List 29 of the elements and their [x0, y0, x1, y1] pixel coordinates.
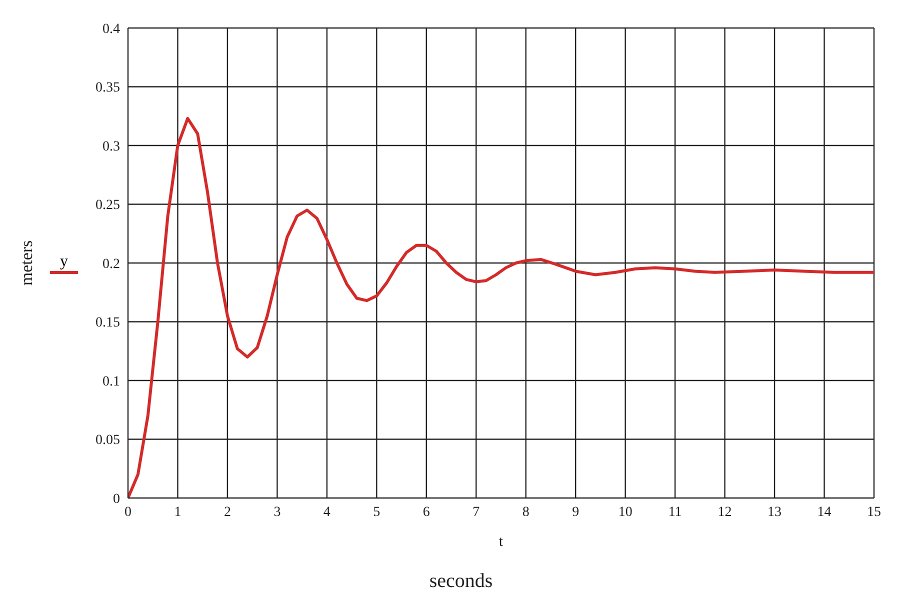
y-tick-label: 0 — [113, 492, 120, 507]
x-axis-title: t — [498, 534, 504, 550]
y-tick-label: 0.05 — [96, 433, 120, 448]
x-tick-label: 5 — [373, 504, 380, 520]
y-axis-title: meters — [17, 240, 36, 286]
x-tick-label: 14 — [817, 504, 832, 520]
x-tick-label: 15 — [867, 504, 881, 520]
x-tick-label: 1 — [174, 504, 182, 520]
y-tick-label: 0.3 — [102, 139, 120, 154]
text: y — [60, 253, 68, 271]
x-tick-label: 0 — [124, 504, 132, 520]
x-tick-label: 13 — [768, 504, 782, 520]
x-tick-label: 4 — [323, 504, 330, 520]
x-tick-label: 9 — [572, 504, 580, 520]
x-tick-label: 11 — [668, 504, 682, 520]
x-tick-label: 12 — [718, 504, 732, 520]
y-tick-label: 0.1 — [102, 374, 120, 390]
x-tick-label: 8 — [522, 504, 530, 520]
x-tick-label: 10 — [618, 504, 632, 520]
y-tick-label: 0.4 — [102, 22, 120, 37]
y-tick-label: 0.25 — [96, 198, 120, 214]
x-tick-label: 3 — [274, 504, 281, 520]
x-tick-label: 2 — [224, 504, 231, 520]
y-tick-label: 0.15 — [96, 316, 120, 331]
y-tick-label: 0.35 — [96, 80, 120, 96]
x-tick-label: 6 — [422, 504, 430, 520]
text: seconds — [428, 570, 494, 593]
x-tick-label: 7 — [472, 504, 480, 520]
y-tick-label: 0.2 — [102, 256, 120, 272]
